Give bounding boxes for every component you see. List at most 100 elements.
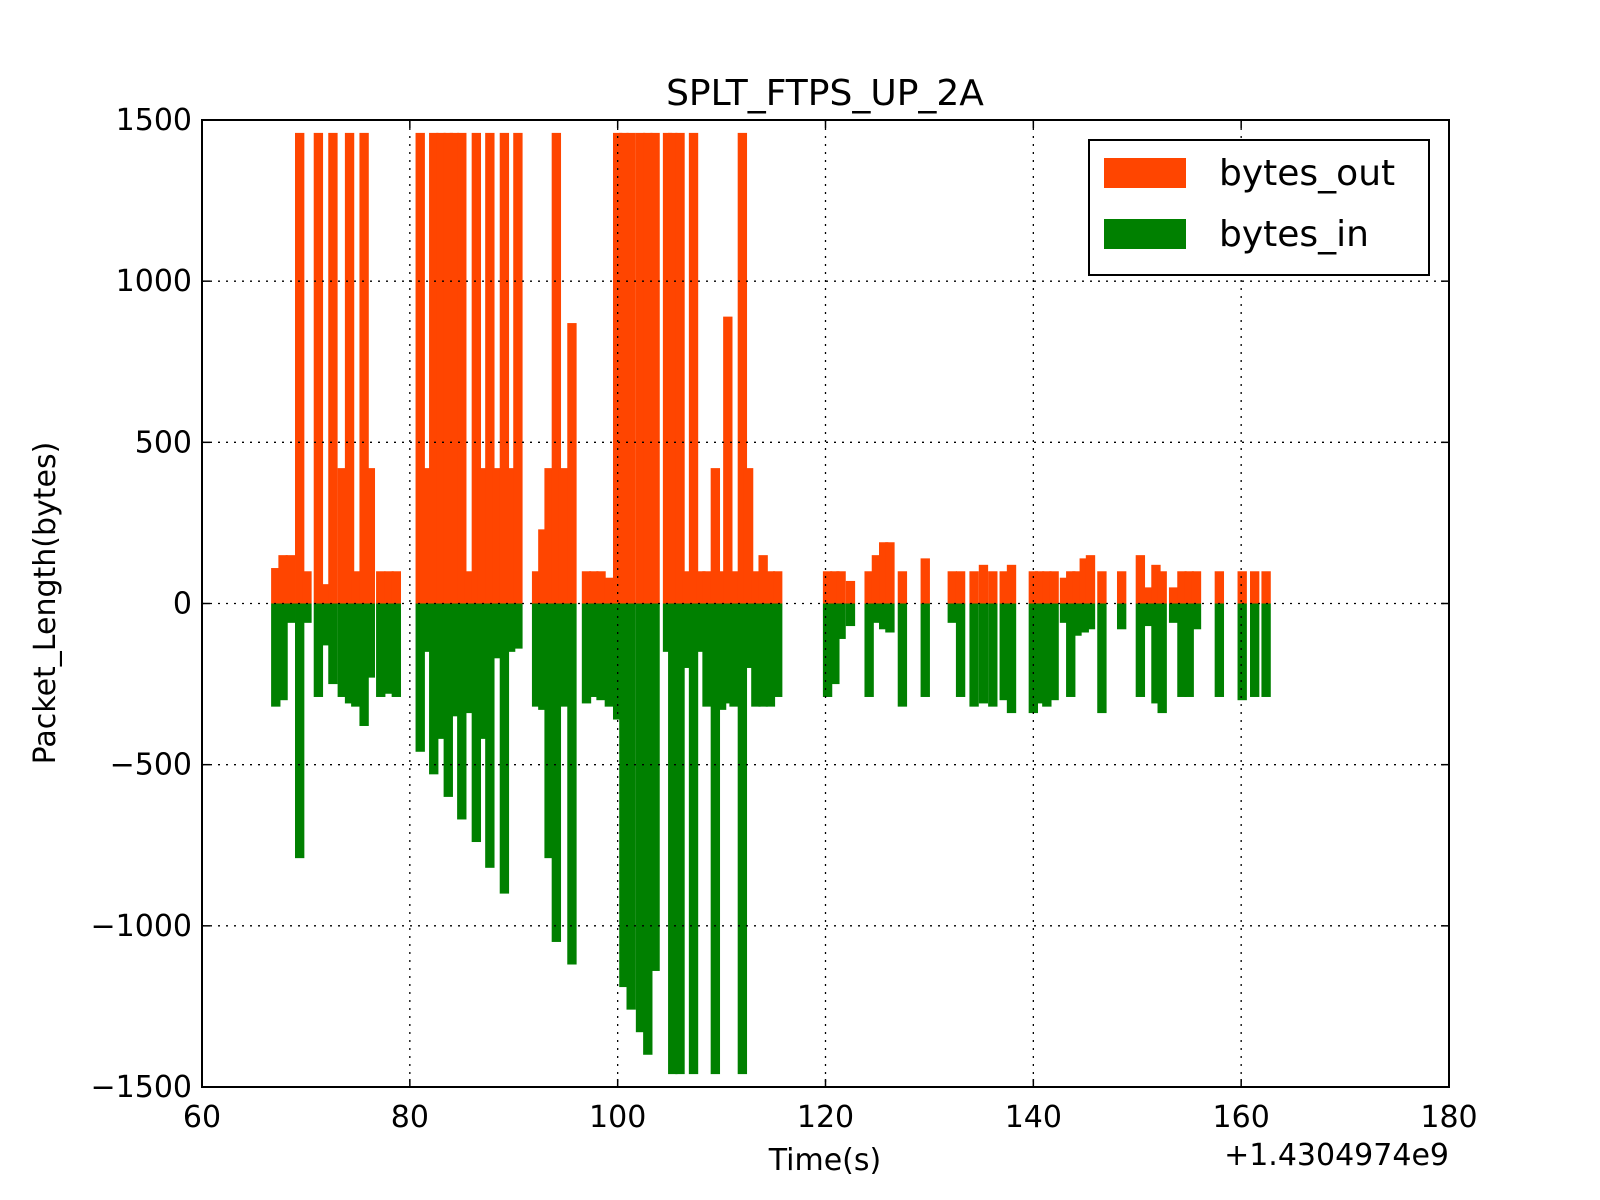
- bar: [344, 603, 355, 704]
- bar: [376, 603, 386, 697]
- x-tick-label: 80: [391, 1100, 429, 1135]
- bar: [449, 132, 460, 604]
- bar: [538, 603, 548, 710]
- bar: [581, 603, 592, 704]
- bar: [376, 571, 386, 604]
- bar: [1214, 603, 1225, 697]
- bar: [999, 571, 1009, 604]
- bar: [864, 603, 874, 697]
- bar: [337, 603, 347, 697]
- bar: [1006, 603, 1017, 714]
- bar: [988, 603, 998, 707]
- bar: [682, 603, 692, 668]
- bar: [643, 132, 653, 604]
- bar: [365, 603, 376, 678]
- bar: [604, 577, 615, 604]
- bar: [635, 603, 646, 1033]
- bar: [668, 132, 678, 604]
- bar: [897, 571, 908, 604]
- bar: [278, 603, 288, 701]
- bar: [322, 603, 332, 646]
- bar: [351, 603, 361, 707]
- bar: [443, 603, 453, 797]
- bar: [920, 558, 930, 604]
- bar: [635, 132, 646, 604]
- bar: [464, 603, 474, 714]
- y-tick-label: −1000: [91, 909, 192, 944]
- x-axis-label: Time(s): [768, 1143, 881, 1178]
- bar: [978, 603, 989, 704]
- y-tick-label: 1000: [116, 264, 192, 299]
- y-axis-label: Packet_Length(bytes): [28, 442, 63, 765]
- bar: [471, 603, 482, 843]
- y-tick-label: 0: [173, 587, 192, 622]
- bar: [643, 603, 653, 1055]
- bar: [492, 468, 502, 604]
- bar: [391, 571, 402, 604]
- bar: [710, 468, 721, 604]
- bar: [436, 132, 446, 604]
- bar: [688, 132, 699, 604]
- bar: [285, 555, 296, 604]
- legend-label: bytes_out: [1219, 153, 1395, 194]
- bar: [477, 603, 488, 739]
- bar: [969, 603, 979, 707]
- plot-frame: [201, 119, 1450, 1088]
- bar: [1157, 603, 1167, 714]
- bar: [729, 603, 739, 707]
- bar: [589, 571, 599, 604]
- bar: [1184, 571, 1194, 604]
- bar: [1261, 571, 1271, 604]
- bar: [436, 603, 446, 739]
- bar: [505, 603, 516, 652]
- bar: [737, 132, 748, 604]
- bar: [457, 603, 467, 820]
- bar: [271, 568, 281, 604]
- bar: [716, 603, 727, 710]
- x-tick-label: 180: [1420, 1100, 1477, 1135]
- bar: [596, 571, 606, 604]
- legend-swatch: [1104, 219, 1186, 249]
- bar: [457, 132, 467, 604]
- bar: [322, 584, 332, 604]
- bar: [947, 603, 957, 623]
- bar: [295, 132, 305, 604]
- bar: [596, 603, 606, 701]
- bar: [773, 603, 783, 697]
- bar: [359, 132, 369, 604]
- bar: [710, 603, 721, 1075]
- bar: [271, 603, 281, 707]
- bar: [830, 571, 840, 604]
- bar: [702, 571, 712, 604]
- bar: [313, 603, 324, 697]
- bar: [662, 603, 673, 652]
- bar: [1177, 571, 1187, 604]
- bar: [969, 571, 979, 604]
- x-tick-label: 60: [183, 1100, 221, 1135]
- bar: [955, 571, 966, 604]
- legend-swatch: [1104, 158, 1186, 188]
- bar: [1097, 603, 1107, 714]
- bar: [688, 603, 699, 1075]
- bar: [988, 571, 998, 604]
- bar: [822, 603, 833, 697]
- bar: [485, 603, 495, 868]
- bar: [978, 564, 989, 604]
- bar: [1066, 571, 1076, 604]
- x-tick-label: 140: [1005, 1100, 1062, 1135]
- bar: [947, 571, 957, 604]
- bar: [773, 571, 783, 604]
- bar: [285, 603, 296, 623]
- bar: [716, 571, 727, 604]
- bar: [415, 132, 425, 604]
- bar: [359, 603, 369, 726]
- bar: [558, 468, 569, 604]
- bar: [845, 580, 856, 604]
- bar: [1049, 571, 1059, 604]
- bar: [1116, 571, 1127, 604]
- bar: [1028, 571, 1039, 604]
- bar: [429, 132, 439, 604]
- bar: [737, 603, 748, 1075]
- bar: [751, 571, 761, 604]
